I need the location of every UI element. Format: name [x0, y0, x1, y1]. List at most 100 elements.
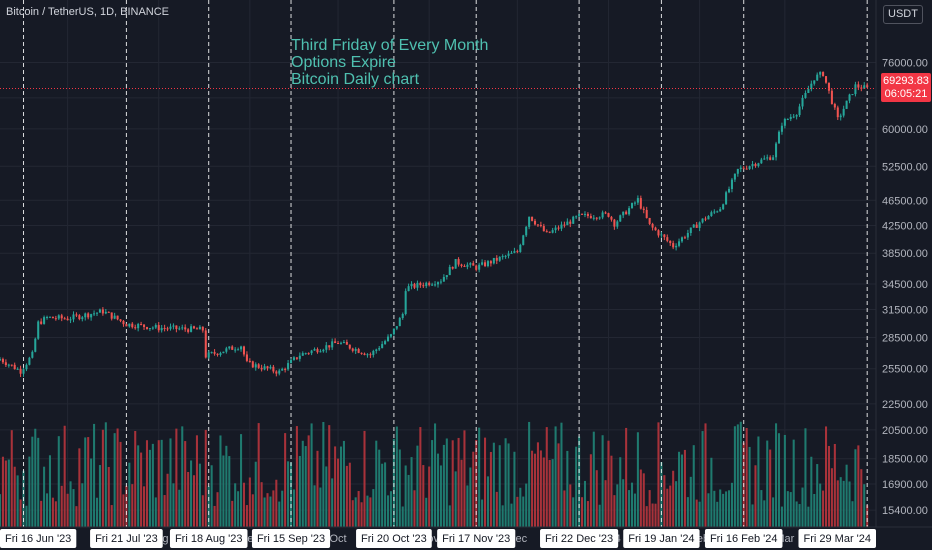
- volume-bar: [231, 500, 234, 527]
- candle-body: [348, 344, 351, 349]
- candle-body: [425, 282, 428, 287]
- volume-bar: [425, 497, 428, 527]
- option-expiry-date-box: [0, 529, 77, 548]
- volume-bar: [651, 503, 654, 527]
- candle-body: [830, 90, 833, 104]
- candle-body: [160, 328, 163, 331]
- candle-body: [34, 338, 37, 352]
- candle-body: [334, 341, 337, 344]
- candle-body: [686, 232, 689, 238]
- candle-body: [663, 234, 666, 238]
- volume-bar: [842, 480, 845, 527]
- volume-bar: [707, 493, 710, 527]
- volume-bar: [137, 445, 140, 527]
- candle-body: [548, 231, 551, 233]
- volume-bar: [245, 505, 248, 527]
- volume-bar: [216, 492, 219, 527]
- volume-bar: [298, 456, 301, 527]
- volume-bar: [757, 436, 760, 527]
- volume-bar: [404, 465, 407, 527]
- candle-body: [439, 281, 442, 283]
- option-expiry-date-label: Fri 20 Oct '23: [361, 533, 427, 545]
- volume-bar: [178, 489, 181, 527]
- volume-bar: [319, 487, 322, 527]
- volume-bar: [830, 468, 833, 527]
- candle-body: [254, 364, 257, 368]
- volume-bar: [143, 486, 146, 527]
- candle-body: [810, 83, 813, 90]
- currency-button[interactable]: USDT: [883, 5, 923, 24]
- volume-bar: [148, 449, 151, 527]
- volume-bar: [381, 463, 384, 527]
- volume-bar: [128, 462, 131, 527]
- volume-bar: [13, 466, 16, 527]
- volume-bar: [93, 423, 96, 527]
- candle-body: [707, 216, 710, 220]
- volume-bar: [1, 456, 4, 527]
- volume-bar: [642, 473, 645, 527]
- candle-body: [583, 213, 587, 215]
- volume-bar: [484, 437, 487, 527]
- candle-body: [719, 209, 722, 212]
- volume-bar: [19, 499, 22, 527]
- candle-body: [13, 364, 16, 370]
- volume-bar: [804, 428, 807, 527]
- candle-body: [431, 284, 434, 286]
- candle-body: [531, 216, 534, 221]
- y-axis-tick-label: 42500.00: [882, 221, 928, 233]
- volume-bar: [563, 490, 566, 527]
- candle-body: [766, 157, 769, 159]
- volume-bar: [431, 440, 434, 527]
- volume-bar: [192, 475, 196, 527]
- candle-body: [466, 264, 469, 267]
- volume-bar: [195, 435, 198, 527]
- candle-body: [610, 216, 613, 220]
- volume-bar: [40, 500, 43, 527]
- candle-body: [763, 158, 766, 160]
- volume-bar: [339, 446, 343, 527]
- volume-bar: [575, 446, 578, 527]
- volume-bar: [172, 483, 175, 527]
- candle-body: [648, 217, 651, 224]
- candle-body: [536, 224, 539, 226]
- volume-bar: [389, 491, 392, 527]
- candle-body: [87, 313, 90, 318]
- candle-body: [757, 163, 760, 166]
- volume-bar: [107, 466, 110, 527]
- volume-bar: [710, 457, 713, 527]
- option-expiry-date-box: [251, 529, 331, 548]
- candle-body: [410, 283, 413, 287]
- candle-body: [598, 217, 601, 219]
- candle-body: [357, 349, 360, 353]
- volume-bar: [251, 494, 254, 527]
- candle-body: [701, 218, 704, 223]
- volume-bar: [666, 488, 669, 527]
- volume-bar: [269, 496, 272, 527]
- candle-body: [739, 167, 742, 169]
- volume-bar: [287, 461, 290, 527]
- volume-bar: [622, 479, 625, 527]
- candle-body: [128, 323, 131, 327]
- candle-body: [451, 266, 454, 269]
- volume-bar: [533, 453, 537, 527]
- volume-bar: [281, 490, 284, 527]
- volume-bar: [801, 487, 804, 527]
- candle-body: [75, 314, 78, 316]
- candle-body: [680, 237, 684, 242]
- volume-bar: [730, 482, 733, 527]
- volume-bar: [75, 506, 78, 527]
- volume-bar: [783, 434, 786, 527]
- candle-body: [48, 316, 52, 318]
- candle-body: [319, 351, 322, 353]
- y-axis-tick-label: 20500.00: [882, 425, 928, 437]
- candle-body: [416, 282, 419, 288]
- candle-body: [263, 366, 266, 370]
- candle-body: [213, 352, 216, 354]
- volume-bar: [119, 441, 122, 527]
- candle-body: [769, 157, 772, 160]
- candle-body: [780, 125, 783, 132]
- candle-body: [486, 261, 490, 267]
- candle-body: [851, 94, 854, 96]
